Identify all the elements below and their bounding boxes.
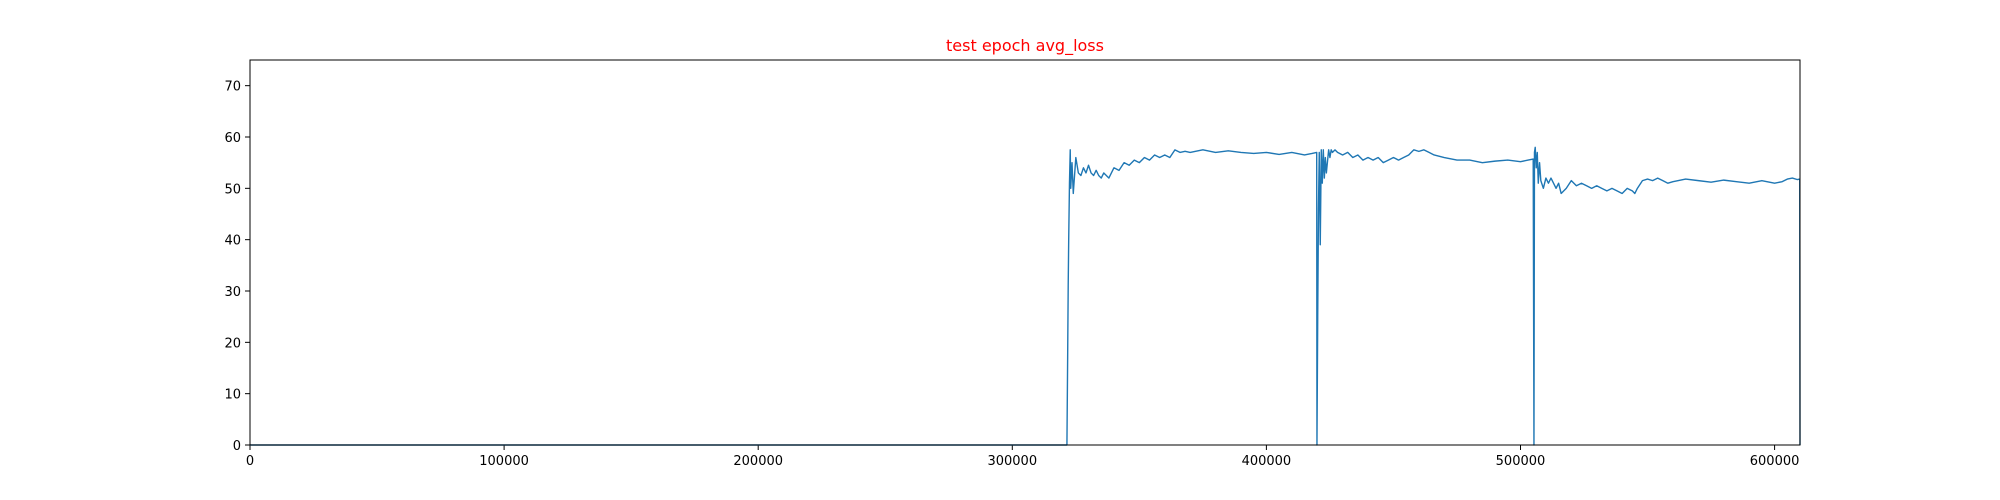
x-tick-label: 300000 (987, 454, 1037, 469)
x-tick-label: 600000 (1750, 454, 1800, 469)
y-tick-label: 50 (224, 182, 241, 197)
y-axis: 0 10 20 30 40 50 60 70 (224, 80, 250, 454)
y-tick-label: 0 (233, 439, 241, 454)
y-tick-label: 70 (224, 80, 241, 95)
x-tick-label: 0 (246, 454, 254, 469)
y-tick-label: 20 (224, 336, 241, 351)
x-tick-label: 100000 (479, 454, 529, 469)
y-tick-label: 60 (224, 131, 241, 146)
plot-frame (249, 59, 1801, 446)
plot-area (250, 146, 1801, 446)
x-tick-label: 400000 (1242, 454, 1292, 469)
x-tick-label: 200000 (733, 454, 783, 469)
x-axis: 0 100000 200000 300000 400000 500000 600000 (246, 445, 1800, 469)
chart-title: test epoch avg_loss (946, 36, 1104, 56)
y-tick-label: 30 (224, 285, 241, 300)
y-tick-label: 10 (224, 388, 241, 403)
y-tick-label: 40 (224, 234, 241, 249)
x-tick-label: 500000 (1496, 454, 1546, 469)
series-line-0 (250, 146, 1801, 446)
